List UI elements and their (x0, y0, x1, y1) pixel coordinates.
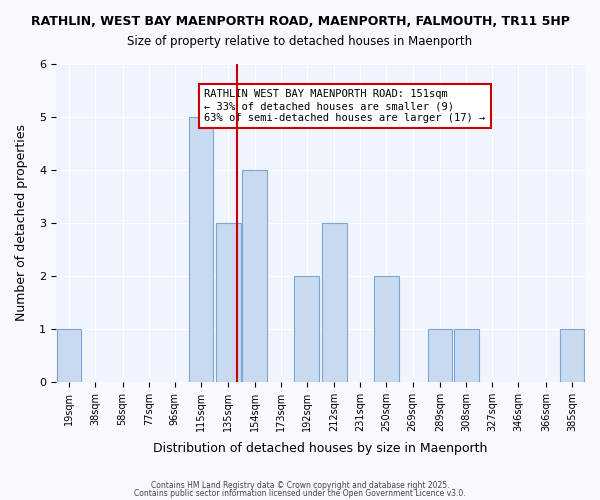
Bar (242, 170, 267, 382)
Bar (560, 329, 584, 382)
Text: RATHLIN, WEST BAY MAENPORTH ROAD, MAENPORTH, FALMOUTH, TR11 5HP: RATHLIN, WEST BAY MAENPORTH ROAD, MAENPO… (31, 15, 569, 28)
X-axis label: Distribution of detached houses by size in Maenporth: Distribution of detached houses by size … (153, 442, 488, 455)
Bar (295, 276, 319, 382)
Bar (56, 329, 82, 382)
Text: Contains HM Land Registry data © Crown copyright and database right 2025.: Contains HM Land Registry data © Crown c… (151, 481, 449, 490)
Text: Contains public sector information licensed under the Open Government Licence v3: Contains public sector information licen… (134, 488, 466, 498)
Bar (454, 329, 479, 382)
Bar (374, 276, 399, 382)
Bar (428, 329, 452, 382)
Bar (216, 223, 241, 382)
Bar (322, 223, 347, 382)
Text: Size of property relative to detached houses in Maenporth: Size of property relative to detached ho… (127, 35, 473, 48)
Text: RATHLIN WEST BAY MAENPORTH ROAD: 151sqm
← 33% of detached houses are smaller (9): RATHLIN WEST BAY MAENPORTH ROAD: 151sqm … (204, 90, 485, 122)
Y-axis label: Number of detached properties: Number of detached properties (15, 124, 28, 322)
Bar (188, 117, 213, 382)
